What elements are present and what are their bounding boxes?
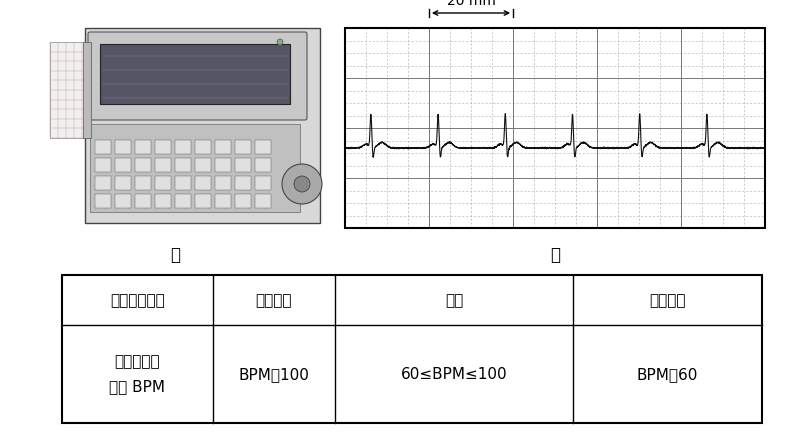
Bar: [255, 194, 271, 208]
Bar: [175, 158, 191, 172]
Bar: [215, 194, 231, 208]
Bar: [95, 194, 111, 208]
Bar: [195, 140, 211, 154]
Bar: [95, 158, 111, 172]
Text: 正常: 正常: [445, 293, 463, 308]
Bar: [90, 124, 300, 212]
Bar: [100, 44, 290, 104]
Text: 60≤BPM≤100: 60≤BPM≤100: [401, 367, 507, 382]
Bar: [195, 194, 211, 208]
Text: 心动过速: 心动过速: [256, 293, 292, 308]
Bar: [235, 140, 251, 154]
Bar: [235, 194, 251, 208]
Bar: [115, 140, 131, 154]
Bar: [115, 158, 131, 172]
Circle shape: [282, 164, 322, 204]
Bar: [115, 176, 131, 190]
Bar: [135, 176, 151, 190]
Bar: [50, 42, 90, 138]
Text: 心跳速度诊断: 心跳速度诊断: [110, 293, 164, 308]
Bar: [255, 140, 271, 154]
Text: 甲: 甲: [170, 246, 180, 264]
Bar: [135, 140, 151, 154]
Bar: [95, 176, 111, 190]
Bar: [175, 140, 191, 154]
Bar: [175, 194, 191, 208]
Bar: [345, 28, 765, 228]
Bar: [155, 158, 171, 172]
Bar: [155, 176, 171, 190]
Bar: [235, 176, 251, 190]
Bar: [235, 158, 251, 172]
Bar: [195, 176, 211, 190]
Text: 每分钟心跳
次数 BPM: 每分钟心跳 次数 BPM: [110, 354, 165, 394]
Circle shape: [277, 39, 283, 45]
Bar: [195, 158, 211, 172]
Bar: [155, 140, 171, 154]
Text: BPM＞100: BPM＞100: [238, 367, 309, 382]
Text: BPM＜60: BPM＜60: [637, 367, 698, 382]
Circle shape: [294, 176, 310, 192]
Bar: [215, 140, 231, 154]
Bar: [135, 158, 151, 172]
FancyBboxPatch shape: [88, 32, 307, 120]
Text: 乙: 乙: [550, 246, 560, 264]
Bar: [255, 158, 271, 172]
Bar: [215, 158, 231, 172]
Text: 心动过缓: 心动过缓: [649, 293, 686, 308]
Bar: [85, 28, 320, 223]
Text: 20 mm: 20 mm: [446, 0, 495, 8]
Bar: [115, 194, 131, 208]
Bar: [175, 176, 191, 190]
Bar: [62, 275, 762, 423]
Bar: [215, 176, 231, 190]
Bar: [345, 28, 765, 228]
Bar: [155, 194, 171, 208]
Bar: [95, 140, 111, 154]
Bar: [83, 42, 91, 138]
Bar: [135, 194, 151, 208]
Bar: [255, 176, 271, 190]
